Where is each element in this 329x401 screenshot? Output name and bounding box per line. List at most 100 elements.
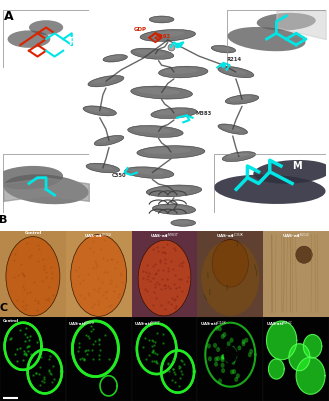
Ellipse shape [216, 347, 220, 352]
Bar [132, 317, 197, 401]
Ellipse shape [172, 364, 184, 379]
Ellipse shape [296, 357, 325, 394]
Ellipse shape [230, 369, 234, 375]
Text: UAS-atl$^{R192G}$: UAS-atl$^{R192G}$ [68, 319, 96, 328]
Text: Control: Control [3, 319, 19, 323]
Ellipse shape [135, 50, 165, 56]
Ellipse shape [225, 358, 229, 363]
Ellipse shape [241, 339, 245, 344]
Ellipse shape [71, 235, 127, 316]
Ellipse shape [221, 125, 241, 132]
Ellipse shape [159, 66, 208, 78]
Ellipse shape [221, 334, 225, 339]
Ellipse shape [232, 358, 236, 363]
Ellipse shape [244, 338, 248, 343]
Text: UAS-atl$^{C350K}$: UAS-atl$^{C350K}$ [200, 319, 227, 328]
Ellipse shape [221, 354, 225, 359]
Ellipse shape [214, 47, 231, 51]
Ellipse shape [303, 334, 322, 358]
Ellipse shape [133, 127, 172, 134]
Ellipse shape [229, 96, 252, 101]
Ellipse shape [138, 240, 191, 316]
Ellipse shape [6, 237, 60, 316]
Ellipse shape [140, 30, 195, 41]
Text: A: A [4, 10, 13, 23]
Ellipse shape [226, 347, 230, 352]
Ellipse shape [232, 369, 236, 374]
Ellipse shape [249, 349, 253, 354]
Text: GDP: GDP [134, 27, 147, 32]
Ellipse shape [227, 348, 231, 353]
Ellipse shape [214, 362, 218, 367]
Ellipse shape [157, 205, 187, 211]
Text: UAS-atl$^{R214C}$: UAS-atl$^{R214C}$ [266, 319, 293, 328]
Ellipse shape [207, 344, 211, 348]
Ellipse shape [218, 326, 222, 331]
Ellipse shape [231, 346, 235, 351]
Ellipse shape [94, 136, 124, 146]
Ellipse shape [222, 332, 226, 337]
Ellipse shape [218, 66, 254, 78]
Text: R: R [68, 37, 76, 47]
Ellipse shape [221, 368, 225, 373]
Ellipse shape [225, 95, 259, 104]
Ellipse shape [230, 338, 234, 343]
Ellipse shape [218, 379, 222, 383]
Ellipse shape [221, 354, 225, 359]
Bar [263, 231, 329, 317]
Text: C: C [20, 155, 28, 165]
Ellipse shape [233, 348, 237, 353]
Text: Control: Control [24, 231, 41, 235]
Ellipse shape [97, 137, 118, 143]
Ellipse shape [152, 17, 169, 20]
Ellipse shape [231, 360, 235, 365]
Bar [197, 317, 263, 401]
Text: B: B [0, 215, 8, 225]
Ellipse shape [224, 346, 237, 363]
Ellipse shape [171, 219, 196, 226]
Ellipse shape [216, 356, 220, 361]
Ellipse shape [152, 187, 190, 193]
Ellipse shape [268, 359, 284, 379]
Ellipse shape [221, 354, 225, 359]
Bar [197, 231, 263, 317]
Ellipse shape [236, 373, 240, 379]
Text: C: C [0, 304, 8, 314]
Text: UAS-atl$^{R214C}$: UAS-atl$^{R214C}$ [282, 231, 311, 241]
Ellipse shape [89, 164, 113, 170]
Ellipse shape [149, 16, 174, 23]
Text: UAS-atl$^{M383T}$: UAS-atl$^{M383T}$ [134, 319, 162, 328]
Ellipse shape [146, 185, 202, 197]
Ellipse shape [234, 377, 238, 382]
Ellipse shape [103, 55, 127, 62]
Ellipse shape [4, 174, 89, 204]
Text: M383: M383 [196, 111, 212, 116]
Ellipse shape [152, 204, 196, 215]
Ellipse shape [83, 106, 116, 116]
Bar [263, 317, 329, 401]
Ellipse shape [144, 148, 191, 154]
Ellipse shape [257, 13, 316, 30]
Bar [66, 231, 132, 317]
Ellipse shape [227, 341, 231, 346]
Ellipse shape [208, 356, 212, 361]
Ellipse shape [131, 86, 192, 99]
Ellipse shape [130, 168, 164, 174]
Bar [66, 317, 132, 401]
Ellipse shape [266, 321, 297, 360]
Ellipse shape [248, 352, 252, 357]
Ellipse shape [149, 338, 164, 356]
Ellipse shape [87, 107, 110, 113]
Ellipse shape [105, 56, 122, 60]
Text: M: M [292, 161, 302, 171]
Ellipse shape [289, 344, 310, 371]
Text: UAS-atl$^{C350K}$: UAS-atl$^{C350K}$ [216, 231, 245, 241]
Ellipse shape [267, 234, 325, 313]
Ellipse shape [125, 167, 174, 178]
Ellipse shape [164, 68, 198, 74]
Ellipse shape [296, 246, 312, 263]
Ellipse shape [156, 109, 188, 115]
Ellipse shape [201, 240, 259, 316]
Ellipse shape [8, 30, 50, 48]
Ellipse shape [212, 240, 248, 287]
